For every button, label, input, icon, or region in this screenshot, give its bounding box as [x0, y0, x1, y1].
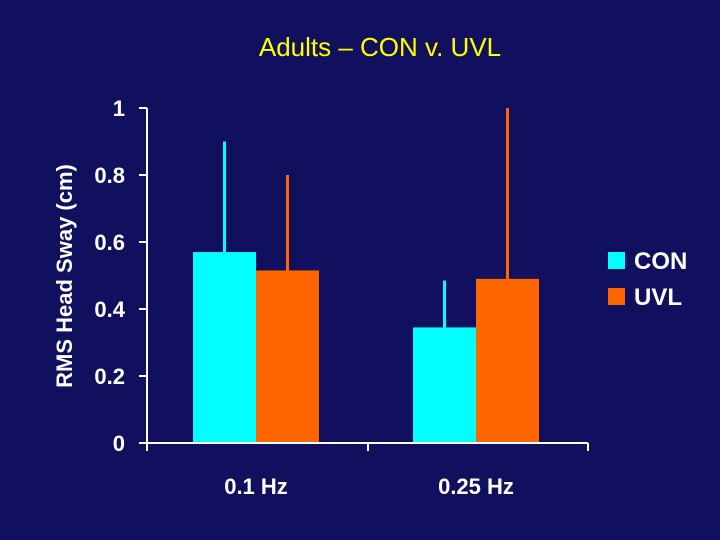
y-tick-label: 0.8	[94, 163, 125, 188]
chart-title: Adults – CON v. UVL	[258, 32, 502, 62]
y-tick-label: 0.2	[94, 364, 125, 389]
legend-label: CON	[634, 248, 687, 275]
bar	[476, 278, 539, 443]
y-tick-label: 0.6	[94, 230, 125, 255]
x-tick-label: 0.1 Hz	[224, 474, 288, 499]
bars	[193, 108, 539, 443]
x-tick-label: 0.25 Hz	[438, 474, 514, 499]
bar	[413, 327, 476, 443]
bar	[193, 252, 256, 443]
y-tick-label: 0.4	[94, 297, 125, 322]
legend: CON UVL	[608, 248, 687, 311]
legend-label: UVL	[634, 284, 682, 311]
legend-swatch	[608, 288, 625, 305]
y-axis: 0 0.2 0.4 0.6 0.8 1	[94, 96, 148, 456]
y-tick-label: 1	[113, 96, 125, 121]
legend-swatch	[608, 252, 625, 269]
y-axis-label: RMS Head Sway (cm)	[52, 164, 77, 388]
y-tick-label: 0	[113, 431, 125, 456]
x-axis: 0.1 Hz 0.25 Hz	[146, 442, 589, 499]
bar	[256, 270, 319, 443]
